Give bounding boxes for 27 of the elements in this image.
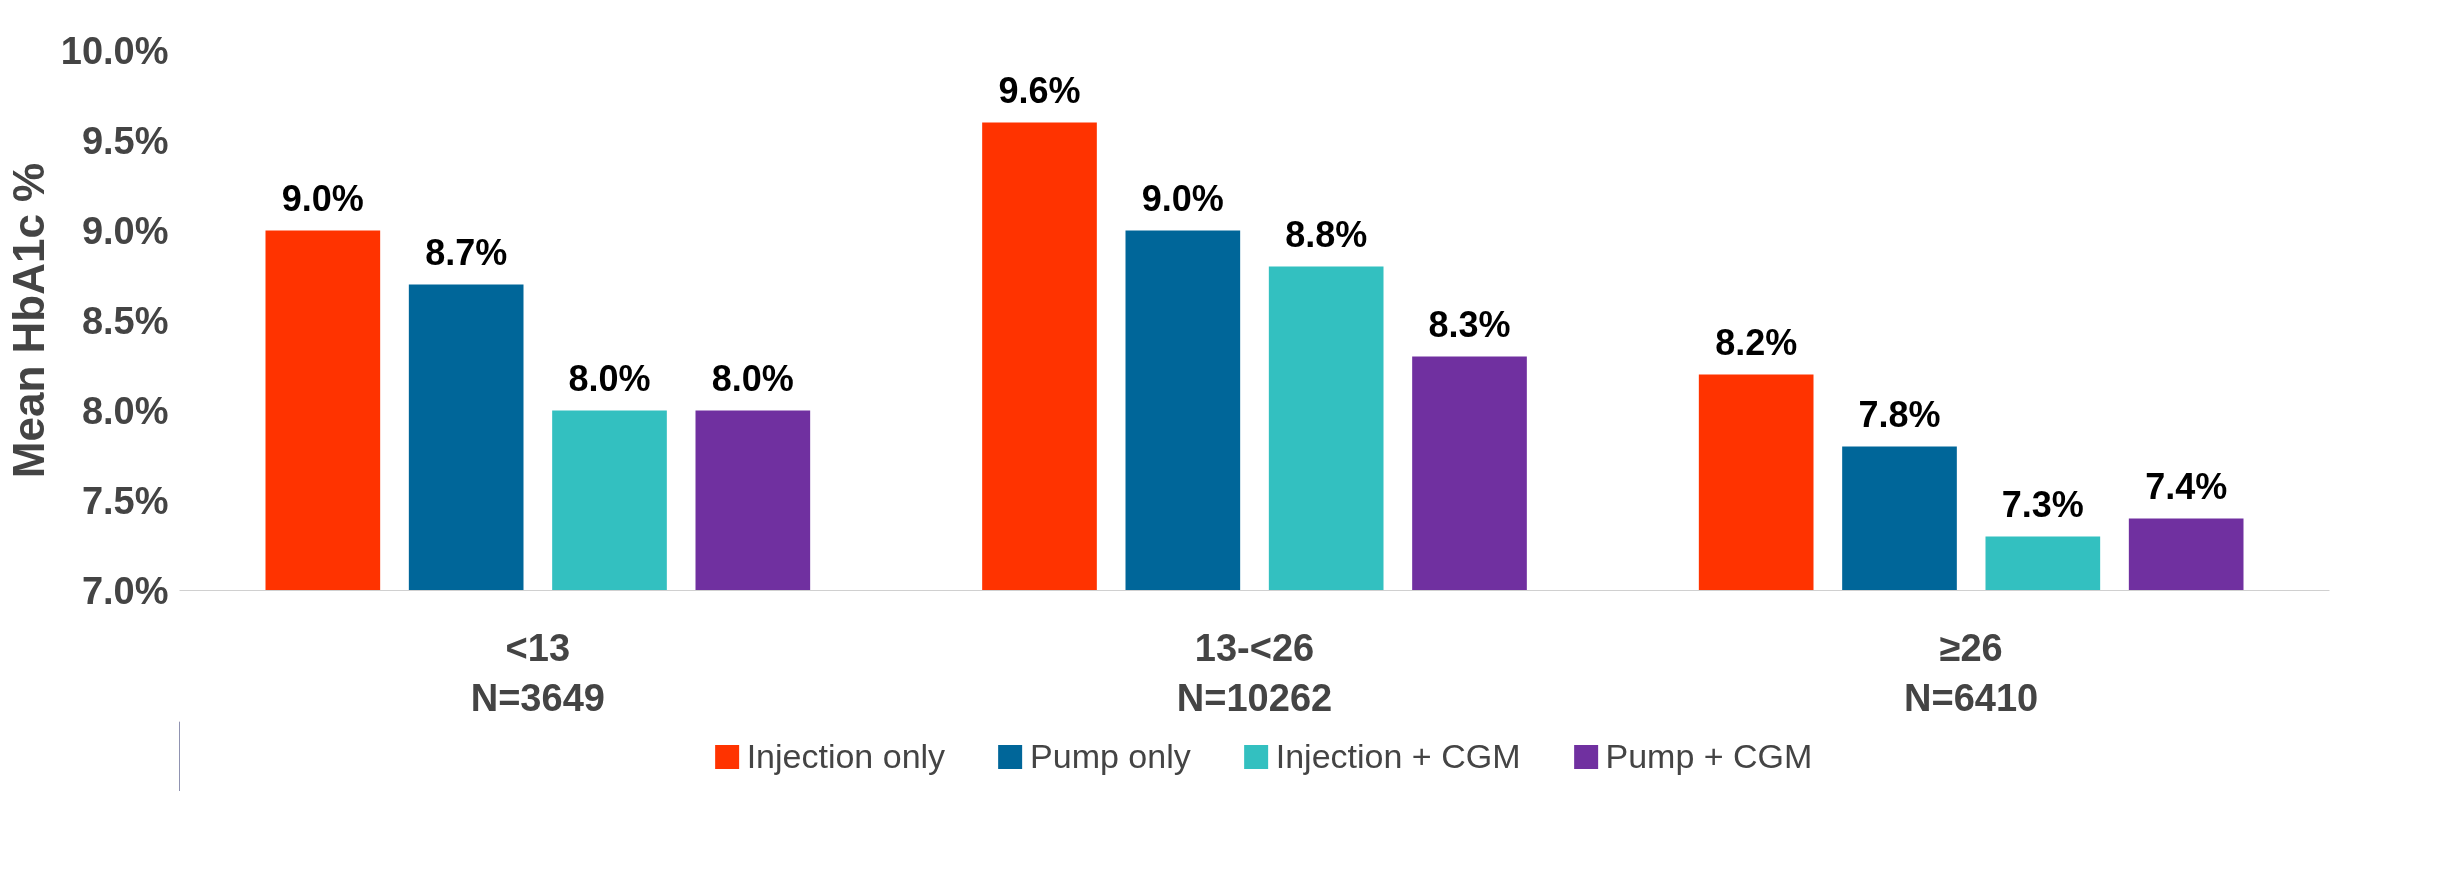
legend-label: Injection only [746,736,946,776]
data-label: 8.3% [1428,303,1511,345]
y-tick-label: 9.0% [81,209,169,252]
data-label: 8.2% [1715,321,1798,363]
data-label: 9.6% [998,69,1081,111]
y-tick-label: 7.5% [81,479,169,522]
data-label: 9.0% [281,177,364,219]
y-tick-label: 8.5% [81,299,169,342]
x-tick-label: 13-<26 N=10262 [1176,626,1333,719]
data-label: 8.7% [425,231,508,273]
y-tick-label: 9.5% [81,119,169,162]
data-label: 9.0% [1141,177,1224,219]
x-tick-label: ≥26 N=6410 [1904,626,2039,719]
data-label: 7.4% [2145,465,2228,507]
legend-label: Injection + CGM [1275,736,1521,776]
data-label: 8.0% [568,357,651,399]
data-label: 7.3% [2001,483,2084,525]
data-label: 8.8% [1285,213,1368,255]
y-axis-title: Mean HbA1c % [3,162,53,479]
legend-label: Pump + CGM [1605,736,1813,776]
y-tick-label: 7.0% [81,569,169,612]
data-label: 7.8% [1858,393,1941,435]
y-tick-label: 10.0% [60,29,169,72]
y-tick-label: 8.0% [81,389,169,432]
data-label: 8.0% [711,357,794,399]
legend-label: Pump only [1030,736,1191,776]
x-tick-label: <13 N=3649 [470,626,605,719]
